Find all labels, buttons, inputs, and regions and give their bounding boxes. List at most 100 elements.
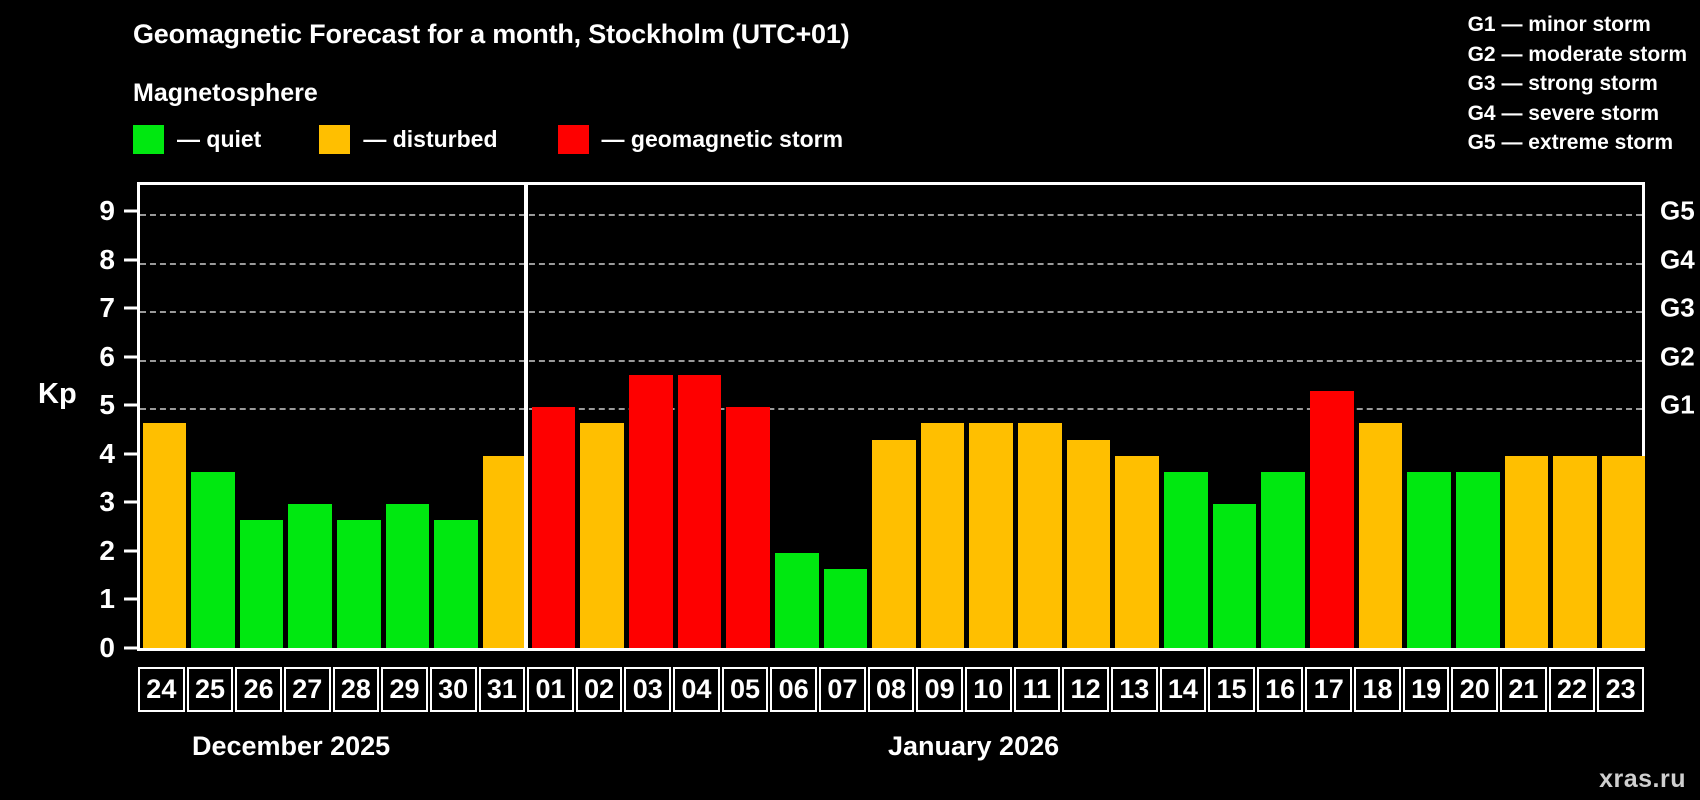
bar-january-23 <box>1601 455 1646 650</box>
legend-swatch-disturbed <box>319 124 351 154</box>
y-axis-tick-7 <box>124 306 137 310</box>
date-label-january-01: 01 <box>527 667 574 712</box>
y-axis-label-3: 3 <box>99 486 115 518</box>
bar-january-02 <box>580 423 624 650</box>
date-label-january-09: 09 <box>916 667 963 712</box>
g-axis-label-g5: G5 <box>1660 195 1695 226</box>
date-label-december-25: 25 <box>186 667 234 712</box>
watermark: xras.ru <box>1599 765 1686 793</box>
y-axis-tick-0 <box>124 646 137 650</box>
y-axis-tick-6 <box>124 355 137 359</box>
bar-january-13 <box>1115 455 1160 650</box>
date-label-january-11: 11 <box>1013 667 1061 712</box>
y-axis-label-4: 4 <box>99 437 115 469</box>
g-axis-label-g3: G3 <box>1660 292 1695 323</box>
bar-january-09 <box>920 423 965 650</box>
chart-bars-container <box>140 185 1646 650</box>
legend-item-quiet: — quiet <box>133 124 262 154</box>
legend-swatch-storm <box>557 124 589 154</box>
date-label-december-27: 27 <box>283 667 331 712</box>
y-axis-label-9: 9 <box>99 195 115 227</box>
legend-label-disturbed: — disturbed <box>363 125 498 152</box>
date-label-january-19: 19 <box>1402 667 1450 712</box>
date-label-january-18: 18 <box>1354 667 1401 712</box>
date-label-january-20: 20 <box>1451 667 1499 712</box>
magnetosphere-legend: — quiet — disturbed — geomagnetic storm <box>133 124 843 154</box>
date-label-january-04: 04 <box>673 667 720 712</box>
bar-january-18 <box>1358 423 1403 650</box>
date-label-december-29: 29 <box>381 667 428 712</box>
y-axis-tick-4 <box>124 452 137 456</box>
legend-label-quiet: — quiet <box>177 125 262 152</box>
page-title: Geomagnetic Forecast for a month, Stockh… <box>133 19 850 49</box>
bar-january-12 <box>1066 439 1111 650</box>
y-axis-caption: Kp <box>38 378 77 410</box>
bar-december-30 <box>434 520 478 650</box>
y-axis-tick-2 <box>124 549 137 553</box>
date-label-december-26: 26 <box>235 667 282 712</box>
y-axis-label-6: 6 <box>99 340 115 372</box>
date-label-january-21: 21 <box>1500 667 1547 712</box>
bar-january-11 <box>1018 423 1062 650</box>
y-axis-tick-8 <box>124 258 137 262</box>
legend-swatch-quiet <box>133 124 164 154</box>
date-label-january-07: 07 <box>819 667 866 712</box>
bar-january-19 <box>1407 471 1451 650</box>
date-label-december-24: 24 <box>138 667 185 712</box>
date-label-january-17: 17 <box>1305 667 1353 712</box>
gridline-kp-7 <box>140 311 1642 314</box>
bar-january-05 <box>726 407 770 650</box>
g-axis-label-g2: G2 <box>1660 341 1695 372</box>
date-label-january-06: 06 <box>770 667 818 712</box>
date-label-january-15: 15 <box>1208 667 1255 712</box>
legend-item-storm: — geomagnetic storm <box>557 124 844 154</box>
bar-january-14 <box>1164 471 1208 650</box>
bar-january-22 <box>1553 455 1597 650</box>
bar-january-07 <box>823 568 868 650</box>
bar-january-10 <box>969 423 1014 650</box>
date-label-january-08: 08 <box>867 667 915 712</box>
month-divider <box>524 182 529 648</box>
storm-scale-g5: G5 — extreme storm <box>1467 131 1674 154</box>
g-axis-label-g1: G1 <box>1660 389 1695 420</box>
date-label-january-03: 03 <box>624 667 672 712</box>
bar-december-31 <box>483 455 527 650</box>
date-label-january-16: 16 <box>1256 667 1304 712</box>
bar-january-01 <box>531 407 576 650</box>
bar-december-28 <box>337 520 381 650</box>
bar-january-21 <box>1504 455 1549 650</box>
y-axis-tick-5 <box>124 403 137 407</box>
month-caption-january: January 2026 <box>888 731 1060 761</box>
bar-december-25 <box>191 471 235 650</box>
y-axis-label-8: 8 <box>99 243 115 275</box>
x-axis-baseline <box>137 648 1645 651</box>
date-label-january-05: 05 <box>721 667 769 712</box>
month-caption-december: December 2025 <box>192 731 391 761</box>
bar-january-20 <box>1455 471 1500 650</box>
y-axis-label-0: 0 <box>99 632 115 663</box>
y-axis-label-5: 5 <box>99 389 115 421</box>
date-label-december-31: 31 <box>478 667 526 712</box>
date-label-january-13: 13 <box>1110 667 1158 712</box>
date-label-december-28: 28 <box>332 667 380 712</box>
bar-january-16 <box>1261 471 1305 650</box>
storm-scale-legend: G1 — minor storm G2 — moderate storm G3 … <box>1468 10 1687 158</box>
legend-label-storm: — geomagnetic storm <box>601 125 844 152</box>
bar-january-03 <box>628 374 673 650</box>
y-axis-tick-1 <box>124 597 137 601</box>
date-label-january-12: 12 <box>1062 667 1109 712</box>
g-axis-label-g4: G4 <box>1660 244 1695 275</box>
date-label-january-22: 22 <box>1548 667 1596 712</box>
bar-january-04 <box>677 374 722 650</box>
y-axis-label-2: 2 <box>99 534 115 566</box>
storm-scale-g2: G2 — moderate storm <box>1467 42 1687 66</box>
bar-january-08 <box>872 439 916 650</box>
bar-december-24 <box>142 423 187 650</box>
y-axis-tick-9 <box>124 209 137 213</box>
y-axis-label-1: 1 <box>99 583 115 615</box>
storm-scale-g3: G3 — strong storm <box>1467 72 1658 95</box>
date-label-january-10: 10 <box>964 667 1012 712</box>
date-label-december-30: 30 <box>429 667 477 712</box>
legend-item-disturbed: — disturbed <box>319 124 498 154</box>
chart-plot-area <box>137 182 1646 650</box>
